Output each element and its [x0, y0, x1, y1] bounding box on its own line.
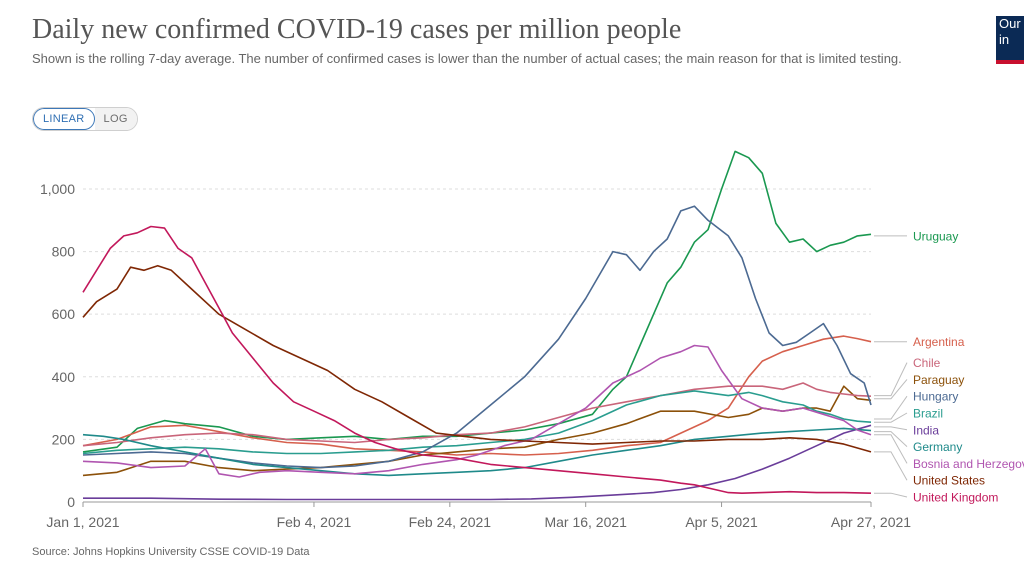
- legend-label[interactable]: Brazil: [913, 407, 943, 421]
- legend-label[interactable]: Paraguay: [913, 373, 964, 387]
- chart-title: Daily new confirmed COVID-19 cases per m…: [32, 14, 682, 45]
- legend-label[interactable]: Chile: [913, 356, 941, 370]
- x-tick-label: Apr 5, 2021: [685, 514, 758, 530]
- series-line[interactable]: [82, 225, 872, 494]
- line-chart: Uruguay Argentina Chile Paraguay Hungary Braz…: [40, 150, 1024, 530]
- y-tick-label: 600: [52, 306, 76, 322]
- series-line[interactable]: [82, 385, 872, 477]
- series-layer: [82, 150, 872, 501]
- series-line[interactable]: [82, 344, 872, 478]
- y-tick-label: 400: [52, 369, 76, 385]
- legend-label[interactable]: Bosnia and Herzegovina: [913, 457, 1024, 471]
- x-tick-label: Feb 24, 2021: [409, 514, 492, 530]
- legend-connector: [874, 451, 908, 481]
- series-line[interactable]: [82, 390, 872, 455]
- x-tick-label: Apr 27, 2021: [831, 514, 911, 530]
- legend-connector: [874, 431, 908, 447]
- legend-label[interactable]: United States: [913, 474, 985, 488]
- series-line[interactable]: [82, 205, 872, 469]
- legend-connector: [874, 434, 908, 464]
- y-tick-label: 1,000: [40, 181, 75, 197]
- series-line[interactable]: [82, 264, 872, 453]
- grid-layer: [83, 188, 871, 440]
- legend-connector: [874, 395, 908, 420]
- legend-label[interactable]: Germany: [913, 440, 962, 454]
- logo-line-2: in: [999, 32, 1010, 47]
- legend-connector: [874, 412, 908, 423]
- legend-label[interactable]: Uruguay: [913, 229, 958, 243]
- series-line[interactable]: [82, 427, 872, 477]
- logo-line-1: Our: [999, 16, 1021, 31]
- scale-toggle: LINEAR LOG: [32, 107, 138, 131]
- y-tick-label: 200: [52, 431, 76, 447]
- series-line[interactable]: [82, 150, 872, 453]
- legend-connector: [874, 492, 908, 498]
- legend-connector: [874, 362, 908, 397]
- legend-layer: Uruguay Argentina Chile Paraguay Hungary Braz…: [874, 229, 1024, 505]
- chart-subtitle: Shown is the rolling 7-day average. The …: [32, 51, 902, 66]
- series-line[interactable]: [82, 335, 872, 456]
- legend-label[interactable]: United Kingdom: [913, 491, 998, 505]
- legend-label[interactable]: Argentina: [913, 335, 965, 349]
- source-note[interactable]: Source: Johns Hopkins University CSSE CO…: [32, 546, 310, 558]
- log-scale-button[interactable]: LOG: [94, 108, 137, 130]
- y-tick-label: 0: [67, 494, 75, 510]
- x-tick-label: Feb 4, 2021: [277, 514, 352, 530]
- legend-connector: [874, 379, 908, 400]
- x-tick-label: Mar 16, 2021: [544, 514, 627, 530]
- y-tick-label: 800: [52, 244, 76, 260]
- series-line[interactable]: [82, 382, 872, 447]
- legend-connector: [874, 426, 908, 431]
- linear-scale-button[interactable]: LINEAR: [33, 108, 95, 130]
- series-line[interactable]: [83, 424, 872, 501]
- legend-label[interactable]: India: [913, 423, 939, 437]
- owid-logo[interactable]: Our in: [996, 16, 1024, 64]
- legend-label[interactable]: Hungary: [913, 390, 958, 404]
- x-tick-label: Jan 1, 2021: [46, 514, 119, 530]
- axis-layer: 0 200 400 600 800 1,000 Jan 1, 2021 Feb 4, 2021…: [40, 181, 911, 530]
